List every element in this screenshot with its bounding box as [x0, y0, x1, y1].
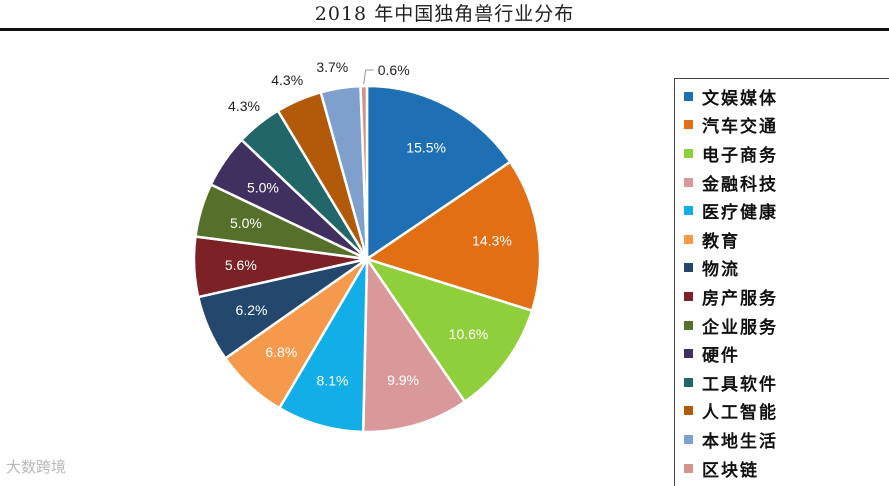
- legend-swatch: [684, 349, 693, 359]
- legend-label: 房产服务: [702, 288, 778, 309]
- data-label: 4.3%: [271, 72, 303, 88]
- legend-label: 硬件: [702, 346, 740, 367]
- legend-label: 区块链: [702, 460, 759, 481]
- legend-swatch: [684, 120, 693, 130]
- legend-swatch: [684, 148, 693, 158]
- legend-item: 医疗健康: [684, 196, 874, 225]
- data-label: 6.2%: [236, 302, 268, 318]
- data-label: 5.6%: [225, 257, 257, 273]
- legend-swatch: [684, 234, 693, 244]
- data-label: 9.9%: [387, 372, 419, 388]
- legend-item: 人工智能: [684, 397, 874, 426]
- legend-label: 文娱媒体: [702, 88, 778, 109]
- legend-label: 企业服务: [702, 317, 778, 338]
- legend-frame: [674, 78, 889, 486]
- legend-label: 电子商务: [702, 145, 778, 166]
- legend-label: 物流: [702, 260, 740, 281]
- legend-item: 本地生活: [684, 425, 874, 454]
- pie-slice: [277, 254, 369, 434]
- legend-swatch: [684, 177, 693, 187]
- data-label: 0.6%: [378, 62, 410, 78]
- legend-swatch: [684, 406, 693, 416]
- data-label: 5.0%: [247, 179, 279, 195]
- label-leader-line: [363, 69, 374, 85]
- legend-item: 区块链: [684, 454, 874, 483]
- legend-swatch: [684, 434, 693, 444]
- legend-item: 金融科技: [684, 168, 874, 197]
- legend-label: 教育: [702, 231, 740, 252]
- legend-swatch: [684, 463, 693, 473]
- legend-swatch: [684, 291, 693, 301]
- legend-label: 医疗健康: [702, 203, 778, 224]
- legend-swatch: [684, 91, 693, 101]
- legend-item: 电子商务: [684, 139, 874, 168]
- pie-slice: [363, 256, 534, 404]
- legend-swatch: [684, 377, 693, 387]
- data-label: 5.0%: [230, 215, 262, 231]
- data-label: 6.8%: [265, 344, 297, 360]
- legend-label: 本地生活: [702, 431, 778, 452]
- legend-label: 汽车交通: [702, 117, 778, 138]
- watermark-text: 大数跨境: [6, 458, 67, 476]
- pie-slice: [359, 84, 369, 260]
- legend-item: 硬件: [684, 339, 874, 368]
- pie-slice: [361, 255, 467, 434]
- data-label: 14.3%: [472, 233, 512, 249]
- data-label: 3.7%: [316, 59, 348, 75]
- pie-slice: [365, 84, 512, 262]
- legend-swatch: [684, 320, 693, 330]
- legend-item: 汽车交通: [684, 111, 874, 140]
- title-divider: [0, 28, 889, 31]
- legend-item: 文娱媒体: [684, 82, 874, 111]
- legend-swatch: [684, 263, 693, 273]
- chart-title: 2018 年中国独角兽行业分布: [314, 3, 575, 25]
- data-label: 15.5%: [406, 139, 446, 155]
- legend-label: 工具软件: [702, 374, 778, 395]
- legend-swatch: [684, 206, 693, 216]
- data-label: 4.3%: [228, 98, 260, 114]
- legend-item: 工具软件: [684, 368, 874, 397]
- legend-item: 教育: [684, 225, 874, 254]
- legend-item: 房产服务: [684, 282, 874, 311]
- pie-slice: [364, 160, 542, 313]
- legend-item: 企业服务: [684, 311, 874, 340]
- legend-item: 物流: [684, 254, 874, 283]
- legend-label: 人工智能: [702, 403, 778, 424]
- legend-label: 金融科技: [702, 174, 778, 195]
- data-label: 10.6%: [449, 326, 489, 342]
- data-label: 8.1%: [317, 372, 349, 388]
- chart-legend: 文娱媒体汽车交通电子商务金融科技医疗健康教育物流房产服务企业服务硬件工具软件人工…: [684, 82, 874, 482]
